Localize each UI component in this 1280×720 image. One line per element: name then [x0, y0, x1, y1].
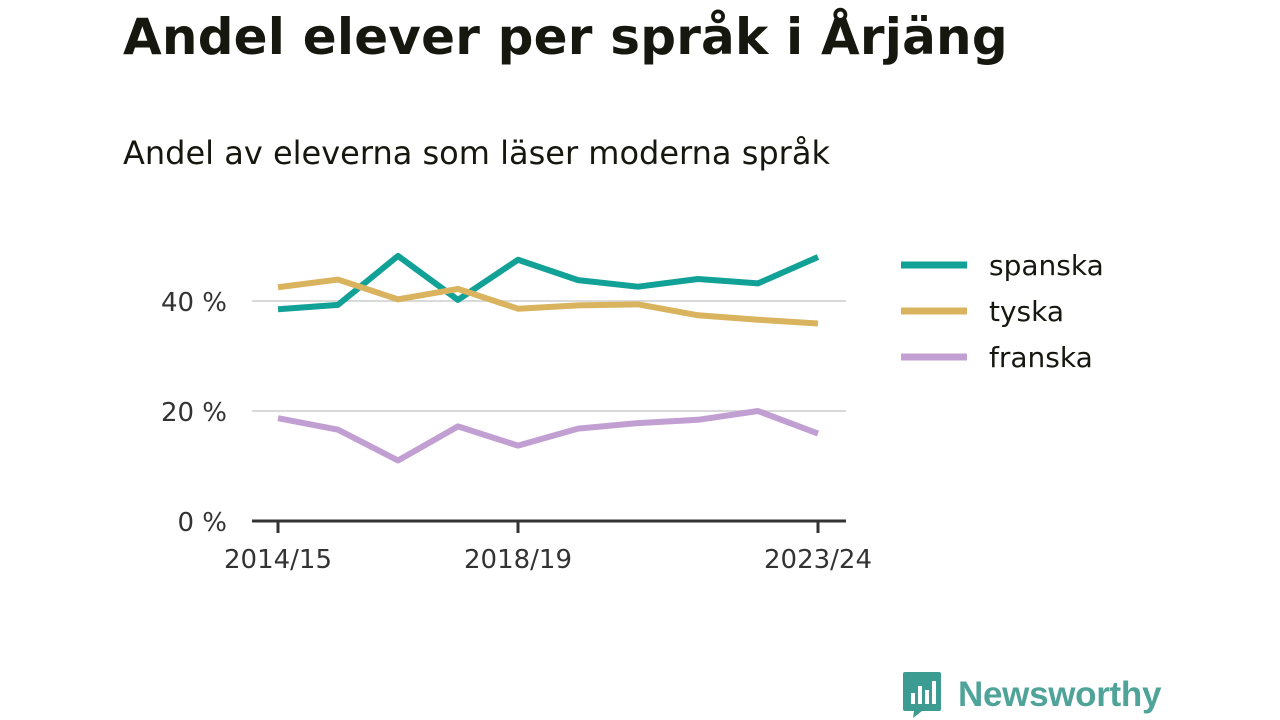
x-axis: 2014/15 2018/19 2023/24: [224, 519, 872, 575]
series-lines: [277, 252, 820, 464]
line-chart: 0 % 20 % 40 % 2014/15 2018/19 2023/24 spansk…: [161, 249, 1104, 575]
x-tick-label: 2014/15: [224, 545, 332, 575]
legend-label-tyska: tyska: [989, 295, 1064, 328]
x-tick-label: 2018/19: [464, 545, 572, 575]
legend-label-spanska: spanska: [989, 249, 1104, 282]
legend: spanska tyska franska: [901, 249, 1104, 374]
x-tick-label: 2023/24: [764, 545, 872, 575]
series-line-tyska: [277, 276, 819, 327]
brand-name: Newsworthy: [958, 675, 1162, 714]
brand-logo: Newsworthy: [902, 670, 1161, 720]
series-line-spanska: [277, 252, 820, 313]
y-tick-label: 40 %: [161, 288, 227, 318]
series-line-franska: [277, 408, 820, 464]
chart-subtitle: Andel av eleverna som läser moderna språ…: [123, 134, 830, 172]
chart-title: Andel elever per språk i Årjäng: [123, 8, 1008, 66]
y-tick-label: 0 %: [177, 508, 227, 538]
legend-label-franska: franska: [989, 341, 1093, 374]
y-tick-label: 20 %: [161, 398, 227, 428]
newsworthy-logo-icon: [903, 672, 941, 718]
